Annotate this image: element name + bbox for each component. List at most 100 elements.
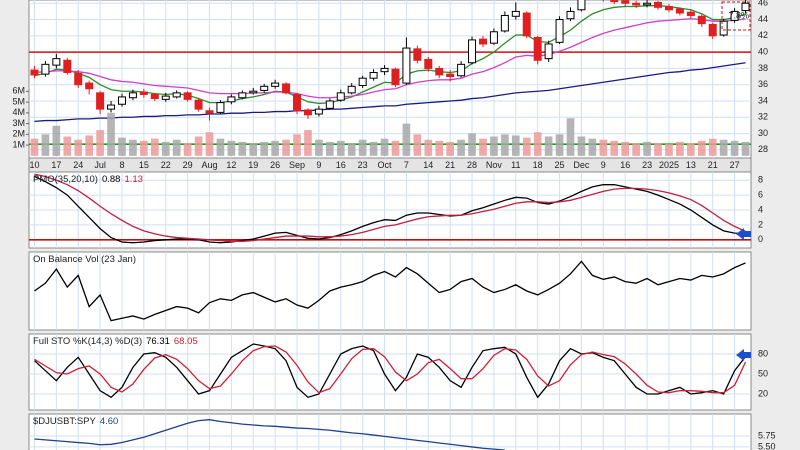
volume-bar — [632, 142, 640, 156]
candle-body — [260, 85, 269, 91]
y-tick-label: 32 — [758, 112, 768, 122]
obv-panel — [28, 251, 752, 331]
y-tick-label: 6M — [12, 86, 25, 96]
candle-body — [139, 91, 148, 95]
x-tick-label: 10 — [29, 160, 39, 170]
y-tick-label: 46 — [758, 0, 768, 8]
candle-body — [391, 68, 400, 86]
panel-title: PMO(35,20,10) 0.88 1.13 — [33, 174, 143, 185]
series-line — [34, 419, 505, 450]
ratio-panel — [28, 413, 752, 450]
volume-bar — [610, 140, 619, 156]
candle-body — [282, 83, 291, 94]
candle-body — [128, 92, 137, 99]
x-tick-label: 16 — [620, 160, 630, 170]
y-tick-label: 4M — [12, 107, 25, 117]
volume-bar — [304, 130, 312, 156]
candle-body — [446, 73, 455, 78]
volume-bar — [665, 144, 673, 156]
panel-title-text: PMO(35,20,10) — [33, 174, 98, 185]
volume-bar — [687, 142, 695, 156]
x-tick-label: Dec — [573, 160, 590, 170]
y-tick-label: 44 — [758, 14, 768, 24]
candle-body — [413, 48, 422, 61]
candle-body — [610, 0, 619, 3]
candle-body — [566, 10, 575, 20]
x-tick-label: Jul — [94, 160, 106, 170]
panel-title: On Balance Vol (23 Jan) — [33, 254, 136, 265]
volume-bar — [676, 141, 684, 156]
volume-bar — [227, 140, 236, 156]
x-tick-label: 17 — [51, 160, 61, 170]
x-tick-label: 16 — [336, 160, 346, 170]
series-line — [34, 345, 747, 394]
volume-bar — [315, 139, 323, 156]
series-value-label: 68.05 — [174, 336, 198, 347]
series-value-label: 4.60 — [100, 416, 119, 427]
candle-body — [63, 59, 72, 73]
candle-body — [380, 67, 389, 73]
candle-body — [74, 72, 83, 86]
pmo-arrow — [736, 228, 751, 240]
candle-body — [468, 39, 477, 64]
series-line — [34, 260, 746, 322]
candle-body — [52, 58, 61, 66]
candle-body — [358, 77, 367, 87]
candle-body — [522, 12, 531, 37]
candle-body — [150, 93, 159, 100]
panel-title: Full STO %K(14,3) %D(3) 76.31 68.05 — [33, 336, 198, 347]
series-line — [34, 343, 747, 399]
volume-bar — [140, 140, 148, 156]
volume-bar — [643, 141, 651, 156]
y-tick-label: 2M — [12, 129, 25, 139]
candle-body — [183, 92, 192, 100]
volume-bar — [413, 134, 422, 156]
x-tick-label: 7 — [404, 160, 409, 170]
y-tick-label: 4 — [758, 204, 763, 214]
x-tick-label: 28 — [467, 160, 477, 170]
candle-body — [544, 43, 553, 60]
volume-bar — [271, 140, 279, 156]
candle-body — [41, 63, 50, 75]
annotation: 7.8% — [721, 1, 751, 31]
candle-body — [555, 19, 564, 43]
series-line — [34, 18, 746, 99]
x-tick-label: 23 — [358, 160, 368, 170]
y-tick-label: 28 — [758, 144, 768, 154]
volume-bar — [129, 139, 137, 156]
sto-panel — [28, 333, 752, 411]
candle-body — [271, 82, 280, 87]
x-tick-label: 26 — [270, 160, 280, 170]
candle-body — [325, 100, 334, 109]
volume-bar — [424, 139, 433, 156]
volume-bar — [511, 135, 520, 156]
x-tick-label: 21 — [708, 160, 718, 170]
candle-body — [249, 90, 258, 94]
volume-bar — [697, 140, 706, 156]
volume-bar — [249, 142, 258, 156]
candle-body — [369, 71, 378, 79]
x-tick-label: 24 — [73, 160, 83, 170]
plot-area — [29, 173, 751, 244]
volume-bar — [161, 141, 170, 156]
y-tick-label: 5.75 — [758, 430, 776, 440]
candle-body — [194, 99, 203, 110]
volume-bar — [577, 136, 586, 156]
candle-body — [664, 6, 673, 11]
annotation-text: 7.8% — [728, 10, 749, 20]
candle-body — [730, 10, 739, 21]
candle-body — [293, 93, 302, 112]
volume-bar — [719, 139, 728, 156]
volume-bar — [468, 133, 476, 156]
candle-body — [708, 23, 717, 37]
volume-bar — [741, 141, 750, 156]
x-tick-label: Sep — [289, 160, 305, 170]
candle-body — [697, 15, 706, 25]
volume-bar — [85, 135, 93, 156]
candle-body — [117, 96, 126, 105]
volume-bar — [30, 138, 39, 156]
candle-body — [205, 110, 214, 114]
volume-bar — [96, 130, 104, 156]
y-tick-label: 8 — [758, 175, 763, 185]
candle-body — [435, 67, 444, 76]
